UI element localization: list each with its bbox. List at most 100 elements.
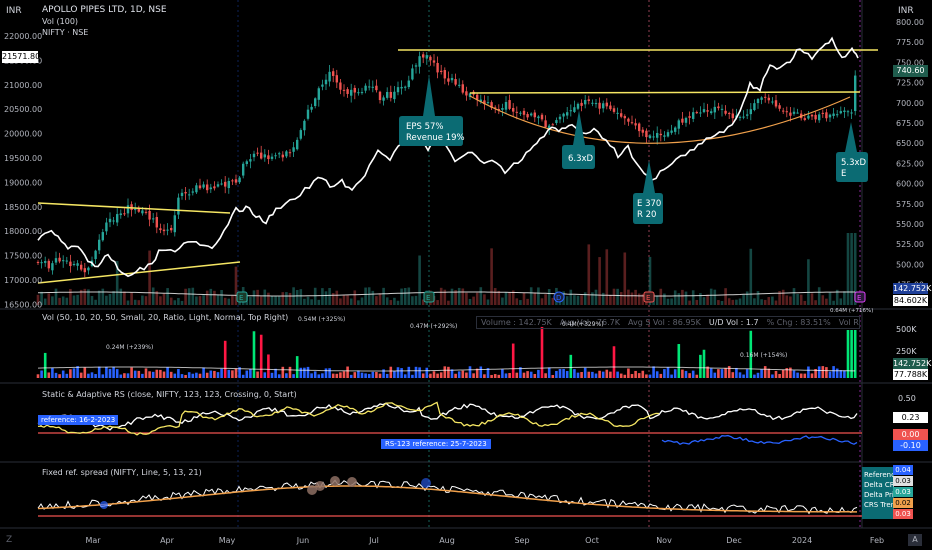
candle-body: [720, 108, 724, 110]
spread-badge: 0.02: [893, 498, 913, 508]
volume-panel-bar: [133, 370, 137, 378]
candle-body: [486, 102, 490, 104]
volume-bar: [717, 300, 720, 305]
volume-panel-bar: [623, 374, 627, 378]
candle-body: [663, 135, 666, 137]
candle-body: [382, 97, 385, 101]
earnings-badge-icon[interactable]: E: [857, 294, 861, 302]
volume-bar: [799, 294, 803, 305]
cup-arc: [469, 95, 851, 144]
candle-body: [213, 186, 216, 189]
volume-panel-title[interactable]: Vol (50, 10, 20, 50, Small, 20, Ratio, L…: [42, 313, 289, 322]
candle-body: [378, 91, 382, 101]
candle-body: [98, 239, 101, 251]
candle-body: [706, 110, 709, 112]
candle-body: [537, 116, 540, 119]
earnings-badge-icon[interactable]: E: [646, 294, 650, 302]
candle-body: [807, 115, 810, 119]
callout-earnings[interactable]: E 370 R 20: [633, 160, 663, 224]
volume-bar: [573, 295, 576, 305]
volume-panel-bar: [699, 354, 702, 378]
volume-bar: [519, 300, 522, 305]
volume-stat: Avg Vol : 76.7K: [559, 318, 620, 327]
volume-bar: [335, 290, 339, 305]
candle-body: [296, 139, 299, 150]
volume-panel-bar: [288, 366, 292, 378]
volume-panel-bar: [778, 373, 781, 378]
volume-bar: [407, 287, 411, 305]
symbol-title[interactable]: APOLLO PIPES LTD, 1D, NSE: [42, 5, 167, 15]
volume-panel-bar: [429, 373, 432, 378]
volume-panel-bar: [717, 369, 720, 378]
left-axis-tick: 17000.00: [4, 276, 42, 285]
volume-bar: [213, 290, 216, 305]
spread-panel-title[interactable]: Fixed ref. spread (NIFTY, Line, 5, 13, 2…: [42, 468, 202, 477]
index-legend[interactable]: NIFTY · NSE: [42, 28, 89, 37]
volume-bar: [843, 291, 846, 305]
volume-panel-bar: [234, 368, 238, 378]
volume-panel-bar: [691, 370, 695, 378]
volume-tick: 500K: [896, 325, 917, 334]
volume-panel-bar: [238, 367, 241, 378]
volume-panel-bar: [421, 373, 425, 378]
trend-line[interactable]: [37, 261, 241, 284]
volume-bar: [414, 295, 418, 305]
earnings-badge-icon[interactable]: E: [239, 294, 243, 302]
candle-body: [738, 116, 742, 118]
volume-bar: [522, 292, 526, 305]
candle-body: [72, 263, 76, 265]
candle-body: [692, 112, 695, 119]
callout-eps[interactable]: EPS 57% Revenue 19%: [399, 75, 465, 146]
callout-breakout-1[interactable]: 6.3xD: [562, 110, 595, 169]
volume-bar: [285, 292, 288, 305]
volume-bar: [839, 298, 843, 305]
candle-body: [346, 89, 349, 94]
trend-line[interactable]: [37, 202, 231, 214]
candle-body: [623, 116, 626, 119]
auto-scale-icon[interactable]: A: [908, 534, 922, 546]
volume-bar: [670, 298, 673, 305]
timezone-icon[interactable]: Z: [6, 535, 13, 545]
candle-body: [454, 79, 457, 85]
right-axis-tick: 675.00: [896, 119, 924, 128]
candle-body: [94, 250, 97, 260]
rs-panel-title[interactable]: Static & Adaptive RS (close, NIFTY, 123,…: [42, 390, 297, 399]
volume-panel-bar: [483, 374, 486, 378]
candle-body: [407, 80, 410, 88]
volume-panel-bar: [612, 346, 616, 378]
volume-bar: [295, 289, 299, 305]
volume-bar: [853, 233, 857, 305]
resistance-line[interactable]: [469, 91, 861, 94]
callout-breakout-2[interactable]: 5.3xD E: [836, 122, 868, 182]
candle-body: [224, 181, 227, 187]
volume-bar: [767, 297, 771, 305]
volume-bar: [310, 299, 313, 305]
callout-text: Revenue 19%: [406, 133, 465, 143]
candle-body: [256, 152, 259, 154]
candle-body: [461, 84, 464, 93]
nifty-current-badge: 21571.80: [2, 51, 41, 63]
candle-body: [252, 153, 256, 158]
volume-bar: [580, 295, 583, 305]
volume-panel-bar: [292, 374, 295, 378]
event-badges[interactable]: E E D E E: [236, 291, 866, 303]
dividend-badge-icon[interactable]: D: [556, 294, 561, 302]
volume-bar: [303, 298, 306, 305]
volume-stat: % Chg : 83.51%: [766, 318, 831, 327]
volume-legend[interactable]: Vol (100): [42, 17, 79, 26]
volume-panel-bar: [540, 326, 544, 378]
volume-bar: [76, 294, 79, 305]
volume-bar: [619, 291, 623, 305]
candle-body: [101, 232, 104, 241]
candle-body: [242, 163, 245, 176]
candle-body: [814, 114, 817, 120]
volume-bar: [51, 296, 54, 305]
volume-bar: [544, 294, 547, 305]
volume-panel-bar: [763, 366, 767, 378]
volume-panel-bar: [76, 366, 79, 378]
candle-body: [317, 88, 320, 100]
candle-body: [350, 89, 353, 96]
earnings-badge-icon[interactable]: E: [426, 294, 430, 302]
rs-static-line: [37, 402, 858, 431]
